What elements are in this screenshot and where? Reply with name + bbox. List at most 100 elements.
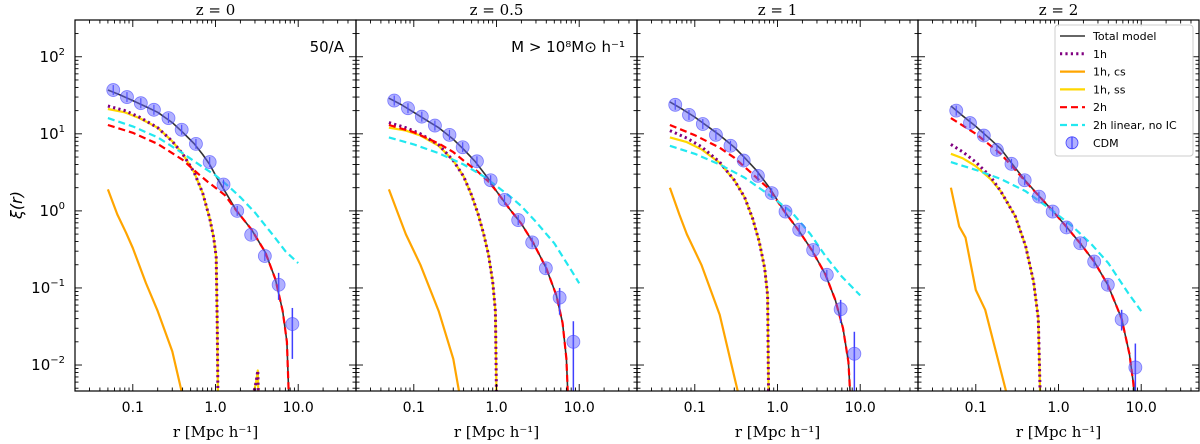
- x-axis-label: r [Mpc h⁻¹]: [735, 423, 820, 441]
- y-tick-exponent: 2: [59, 47, 65, 58]
- x-axis-label: r [Mpc h⁻¹]: [454, 423, 539, 441]
- x-tick-label: 1.0: [766, 400, 788, 416]
- cdm-point: [401, 101, 415, 116]
- cdm-point: [106, 83, 121, 97]
- y-tick-label: 101: [40, 124, 65, 143]
- panel-2: 0.1 1.0 10.0 r [Mpc h⁻¹] z = 1: [636, 1, 919, 441]
- cdm-point: [470, 154, 484, 169]
- legend: Total model 1h 1h, cs 1h, ss 2h 2h linear, no…: [1054, 24, 1194, 157]
- legend-label-cs: 1h, cs: [1093, 66, 1126, 79]
- x-tick-label: 1.0: [485, 400, 507, 416]
- series-total-line: [107, 89, 290, 391]
- y-tick-label: 10−1: [31, 278, 65, 297]
- panel-frame: [636, 19, 919, 392]
- cdm-point: [1045, 204, 1060, 219]
- y-tick-label: 100: [40, 201, 65, 220]
- cdm-point: [1004, 156, 1019, 171]
- legend-label-lin: 2h linear, no IC: [1093, 119, 1177, 132]
- cdm-point: [682, 108, 696, 122]
- series-oneh-line: [669, 129, 771, 391]
- series-twoh-line: [669, 123, 852, 391]
- y-tick-exponent: 0: [59, 201, 65, 212]
- x-tick-label: 0.1: [403, 400, 425, 416]
- y-tick-label: 10−2: [31, 355, 65, 374]
- x-tick-label: 10.0: [564, 400, 595, 416]
- x-tick-label: 0.1: [122, 400, 144, 416]
- cdm-point: [120, 90, 134, 104]
- cdm-point: [483, 173, 498, 188]
- legend-label-ss: 1h, ss: [1093, 83, 1126, 96]
- cdm-point: [723, 138, 738, 153]
- cdm-point: [1114, 312, 1129, 327]
- cdm-point: [792, 222, 807, 237]
- series-lin-line: [388, 136, 581, 284]
- series-lin-line: [107, 117, 299, 264]
- panel-title: z = 2: [1039, 1, 1079, 19]
- series-cs-line: [668, 187, 739, 391]
- cdm-point: [202, 155, 217, 169]
- legend-label-cdm: CDM: [1093, 137, 1119, 150]
- x-axis-label: r [Mpc h⁻¹]: [173, 423, 258, 441]
- cdm-point: [751, 168, 765, 183]
- plot-area: [949, 103, 1143, 391]
- y-tick-exponent: −1: [50, 278, 65, 289]
- cdm-point: [442, 127, 457, 142]
- series-twoh-line: [950, 117, 1136, 391]
- panel-title: z = 0.5: [470, 1, 524, 19]
- cdm-point: [414, 109, 429, 124]
- cdm-point: [1128, 360, 1143, 375]
- cdm-point: [497, 192, 512, 207]
- cdm-point: [161, 111, 176, 125]
- cdm-point: [525, 235, 540, 250]
- cdm-point: [133, 96, 148, 111]
- cdm-point: [847, 346, 862, 361]
- panel-frame: [74, 19, 357, 392]
- cdm-point: [1100, 277, 1115, 292]
- x-tick-label: 1.0: [204, 400, 226, 416]
- panel-1: 0.1 1.0 10.0 r [Mpc h⁻¹] z = 0.5 M > 10⁸M⊙ h⁻…: [355, 1, 638, 441]
- x-axis-label: r [Mpc h⁻¹]: [1016, 423, 1101, 441]
- cdm-point: [257, 249, 272, 263]
- plot-area: [668, 97, 862, 391]
- series-oneh-line: [107, 104, 220, 391]
- panel-annotation: 50/A: [310, 38, 345, 56]
- cdm-point: [230, 203, 245, 218]
- series-twoh-line: [107, 123, 290, 391]
- cdm-point: [806, 243, 821, 257]
- cdm-point: [566, 334, 581, 349]
- y-tick-base: 10: [40, 202, 59, 220]
- plot-area: [387, 93, 581, 391]
- cdm-point: [1032, 189, 1046, 204]
- cdm-point: [538, 261, 553, 276]
- y-tick-label: 102: [40, 47, 65, 66]
- panel-0: 0.1 1.0 10.0r [Mpc h⁻¹]z = 050/A1021011001…: [31, 1, 357, 441]
- series-cs-line: [949, 187, 1008, 391]
- legend-label-twoh: 2h: [1093, 101, 1107, 114]
- x-tick-label: 1.0: [1047, 400, 1069, 416]
- cdm-point: [1073, 236, 1088, 251]
- cdm-point: [455, 140, 470, 155]
- cdm-point: [387, 93, 402, 108]
- y-tick-exponent: −2: [50, 355, 65, 366]
- y-tick-base: 10: [31, 279, 50, 297]
- y-tick-base: 10: [40, 48, 59, 66]
- y-axis-label: ξ(r): [7, 191, 26, 220]
- y-tick-base: 10: [40, 125, 59, 143]
- series-oneh-line: [252, 369, 260, 391]
- cdm-point: [174, 122, 189, 137]
- plot-area: [106, 83, 300, 391]
- cdm-point: [1059, 220, 1074, 235]
- panel-title: z = 0: [196, 1, 236, 19]
- y-tick-base: 10: [31, 356, 50, 374]
- series-ss-line: [950, 152, 1042, 391]
- series-lin-line: [669, 144, 861, 297]
- cdm-point: [736, 153, 751, 168]
- series-lin-line: [950, 161, 1143, 312]
- cdm-point: [189, 137, 203, 151]
- legend-label-total: Total model: [1092, 30, 1156, 43]
- cdm-point: [1087, 254, 1102, 269]
- cdm-point: [244, 227, 259, 242]
- panel-title: z = 1: [758, 1, 798, 19]
